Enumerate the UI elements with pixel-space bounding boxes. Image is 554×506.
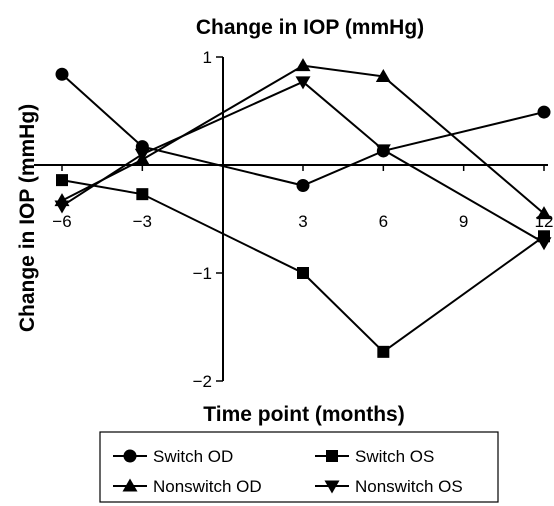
data-point-nonswitch-od xyxy=(375,68,391,82)
legend-box xyxy=(99,431,499,503)
legend-label: Nonswitch OD xyxy=(153,477,262,496)
data-point-nonswitch-os xyxy=(536,237,552,251)
legend-item-switch-od: Switch OD xyxy=(113,447,233,466)
x-tick-label: 9 xyxy=(459,212,468,231)
y-tick-label: 1 xyxy=(203,48,212,67)
data-point-switch-os xyxy=(297,267,309,279)
legend-marker xyxy=(122,478,138,492)
series-nonswitch-os xyxy=(54,76,552,251)
legend-item-nonswitch-os: Nonswitch OS xyxy=(315,477,463,496)
legend-marker xyxy=(326,450,338,462)
x-tick-label: −3 xyxy=(133,212,152,231)
legend: Switch OD Switch OS Nonswitch OD Nonswitch … xyxy=(113,447,463,496)
x-tick-label: −6 xyxy=(52,212,71,231)
y-tick-label: −2 xyxy=(193,372,212,391)
series-nonswitch-od xyxy=(54,58,552,220)
legend-item-switch-os: Switch OS xyxy=(315,447,434,466)
y-axis-title: Change in IOP (mmHg) xyxy=(16,104,39,332)
data-point-switch-os xyxy=(136,188,149,201)
data-point-nonswitch-os xyxy=(375,144,391,158)
y-tick-label: −1 xyxy=(193,264,212,283)
data-point-switch-od xyxy=(55,67,69,81)
data-point-nonswitch-os xyxy=(134,148,150,162)
legend-item-nonswitch-od: Nonswitch OD xyxy=(113,477,262,496)
series-switch-os xyxy=(56,174,550,358)
data-point-switch-os xyxy=(56,174,68,187)
data-point-switch-od xyxy=(296,179,310,193)
x-tick-label: 6 xyxy=(379,212,388,231)
data-point-switch-os xyxy=(377,345,390,358)
tick-labels: −6 −3 3 6 9 121−1−2 xyxy=(52,48,553,391)
data-point-nonswitch-od xyxy=(295,58,311,72)
data-point-nonswitch-od xyxy=(536,206,552,220)
legend-marker xyxy=(123,449,137,463)
x-axis-title: Time point (months) xyxy=(203,403,404,426)
data-point-switch-od xyxy=(537,105,551,119)
axes xyxy=(34,56,548,382)
data-point-nonswitch-os xyxy=(54,200,70,214)
chart-title: Change in IOP (mmHg) xyxy=(196,16,424,39)
legend-label: Nonswitch OS xyxy=(355,477,463,496)
series-group xyxy=(54,58,552,358)
data-point-nonswitch-os xyxy=(295,76,311,90)
series-line-switch-os xyxy=(61,179,545,354)
x-tick-label: 3 xyxy=(298,212,307,231)
legend-marker xyxy=(324,480,340,494)
legend-label: Switch OS xyxy=(355,447,434,466)
legend-label: Switch OD xyxy=(153,447,233,466)
